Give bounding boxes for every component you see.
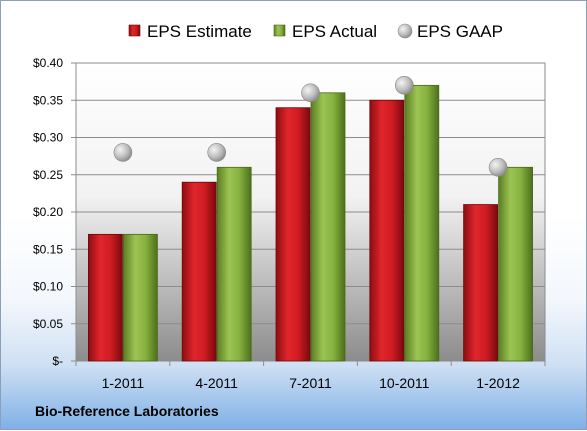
marker-eps-gaap bbox=[394, 76, 414, 95]
legend: EPS Estimate EPS Actual EPS GAAP bbox=[128, 22, 503, 41]
marker-eps-gaap bbox=[113, 143, 133, 162]
bar-eps-estimate bbox=[88, 233, 123, 362]
legend-swatch bbox=[273, 24, 286, 37]
marker-eps-gaap bbox=[488, 158, 508, 177]
bar-eps-actual bbox=[498, 166, 534, 362]
x-tick-label: 1-2012 bbox=[476, 375, 520, 391]
bar-eps-actual bbox=[216, 166, 252, 362]
bar-eps-actual bbox=[123, 233, 158, 362]
y-tick-label: $0.05 bbox=[33, 317, 63, 331]
company-name: Bio-Reference Laboratories bbox=[35, 403, 219, 419]
bar-eps-estimate bbox=[181, 181, 217, 362]
x-axis: 1-2011 4-2011 7-2011 10-2011 1-2012 bbox=[75, 361, 546, 391]
y-tick-label: $0.35 bbox=[33, 93, 63, 107]
y-tick-label: $0.10 bbox=[33, 280, 63, 294]
y-tick-label: $0.15 bbox=[33, 242, 63, 256]
legend-swatch bbox=[128, 24, 141, 37]
bar-eps-actual bbox=[310, 92, 346, 362]
bar-eps-actual bbox=[404, 84, 440, 362]
x-tick-label: 7-2011 bbox=[289, 375, 332, 391]
legend-swatch bbox=[397, 23, 413, 39]
x-tick-label: 4-2011 bbox=[195, 375, 238, 391]
y-tick-label: $0.20 bbox=[33, 205, 63, 219]
x-tick-label: 1-2011 bbox=[102, 375, 145, 391]
x-tick-label: 10-2011 bbox=[379, 375, 430, 391]
y-axis: $- $0.05 $0.10 $0.15 $0.20 $0.25 $0.30 $0.35 $0.… bbox=[33, 56, 76, 368]
bars bbox=[88, 84, 534, 362]
y-tick-label: $0.40 bbox=[33, 56, 63, 70]
y-tick-label: $0.30 bbox=[33, 131, 63, 145]
y-tick-label: $- bbox=[52, 354, 63, 368]
bar-eps-estimate bbox=[369, 99, 405, 362]
bar-eps-estimate bbox=[275, 107, 311, 362]
marker-eps-gaap bbox=[301, 83, 320, 103]
bar-eps-estimate bbox=[463, 204, 499, 362]
legend-label: EPS Actual bbox=[292, 22, 377, 41]
marker-eps-gaap bbox=[207, 143, 226, 162]
legend-label: EPS Estimate bbox=[147, 22, 252, 41]
legend-label: EPS GAAP bbox=[417, 22, 503, 41]
gaap-markers bbox=[113, 76, 508, 177]
y-tick-label: $0.25 bbox=[33, 168, 63, 182]
